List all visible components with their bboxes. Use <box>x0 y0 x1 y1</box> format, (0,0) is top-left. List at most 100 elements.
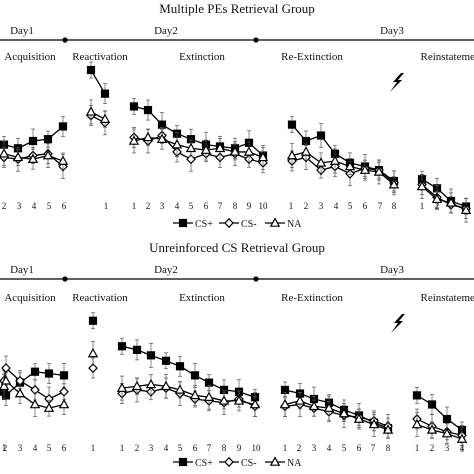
chart-title: Unreinforced CS Retrieval Group <box>149 240 325 255</box>
x-tick-label: 4 <box>164 443 169 453</box>
legend-label: CS+ <box>195 458 213 469</box>
series-line <box>121 383 256 406</box>
day-label: Day1 <box>10 264 34 276</box>
data-point <box>157 120 167 129</box>
data-point <box>44 369 54 378</box>
data-point <box>442 414 452 424</box>
data-point <box>100 89 110 98</box>
data-point <box>229 146 241 156</box>
phase-label: Reinstatement <box>421 51 474 63</box>
data-point <box>142 131 154 142</box>
x-tick-label: 1 <box>283 443 288 453</box>
day-label: Day3 <box>380 25 404 37</box>
x-tick-label: 5 <box>189 201 194 211</box>
data-point <box>218 395 230 405</box>
x-tick-label: 5 <box>47 201 52 211</box>
data-point <box>14 387 26 398</box>
x-tick-label: 2 <box>135 443 140 453</box>
legend-label: NA <box>287 458 302 469</box>
data-point <box>190 371 200 380</box>
x-tick-label: 6 <box>363 201 368 211</box>
x-tick-label: 10 <box>252 443 262 453</box>
legend-marker <box>269 217 281 227</box>
data-point <box>368 418 380 429</box>
legend-marker <box>178 218 188 228</box>
data-point <box>257 151 269 162</box>
data-point <box>308 400 320 411</box>
x-tick-label: 9 <box>247 201 252 211</box>
data-point <box>28 136 38 146</box>
day-label: Day2 <box>154 25 178 37</box>
x-tick-label: 4 <box>175 201 180 211</box>
x-tick-label: 1 <box>415 443 420 453</box>
data-point <box>249 398 261 409</box>
phase-label: Acquisition <box>4 51 56 63</box>
data-point <box>175 362 185 371</box>
data-point <box>85 106 97 116</box>
data-point <box>203 391 215 401</box>
data-point <box>171 138 183 149</box>
x-tick-label: 2 <box>2 201 7 211</box>
data-point <box>189 389 201 400</box>
data-point <box>316 131 326 140</box>
x-tick-label: 5 <box>348 201 353 211</box>
data-point <box>416 180 428 191</box>
x-tick-label: 5 <box>342 443 347 453</box>
data-point <box>88 363 98 374</box>
data-point <box>128 135 140 145</box>
data-point <box>42 149 54 160</box>
x-tick-label: 2 <box>304 201 309 211</box>
phase-label: Re-Extinction <box>281 51 343 63</box>
data-point <box>156 133 168 143</box>
x-tick-label: 3 <box>312 443 317 453</box>
x-tick-label: 6 <box>204 201 209 211</box>
data-point <box>323 402 335 412</box>
data-point <box>427 400 437 409</box>
legend-label: CS- <box>241 219 257 230</box>
data-point <box>1 363 11 374</box>
x-tick-label: 7 <box>378 201 383 211</box>
data-point <box>1 391 11 400</box>
legend-marker <box>224 217 234 229</box>
legend-marker <box>178 457 188 467</box>
data-point <box>243 146 255 156</box>
phase-label: Extinction <box>179 51 225 63</box>
x-tick-label: 2 <box>146 201 151 211</box>
series-line <box>416 394 463 431</box>
data-point <box>29 398 41 409</box>
series-line <box>121 345 256 398</box>
data-point <box>315 157 327 167</box>
phase-label: Reinstatement <box>421 292 474 304</box>
data-point <box>431 193 443 204</box>
series-line <box>421 186 467 211</box>
x-tick-label: 3 <box>17 201 22 211</box>
x-tick-label: 2 <box>430 443 435 453</box>
data-point <box>445 197 457 207</box>
x-tick-label: 6 <box>62 443 67 453</box>
day-divider-dot-2 <box>253 37 259 43</box>
day-label: Day2 <box>154 264 178 276</box>
data-point <box>200 144 212 154</box>
phase-label: Extinction <box>179 292 225 304</box>
x-tick-label: 3 <box>18 443 23 453</box>
data-point <box>12 151 24 162</box>
x-tick-label: 1 <box>120 443 125 453</box>
data-point <box>161 356 171 365</box>
x-tick-label: 7 <box>207 443 212 453</box>
day-divider-dot-1 <box>62 37 68 43</box>
data-point <box>301 136 311 146</box>
x-tick-label: 5 <box>178 443 183 453</box>
data-point <box>287 120 297 129</box>
day-divider-dot-1 <box>62 276 68 282</box>
x-tick-label: 1 <box>91 443 96 453</box>
legend: CS+ CS- NA <box>173 217 302 230</box>
phase-label: Reactivation <box>72 51 128 63</box>
x-tick-label: 1 <box>104 201 109 211</box>
x-tick-label: 1 <box>420 201 425 211</box>
data-point <box>426 424 438 434</box>
data-point <box>456 433 468 443</box>
data-point <box>145 378 157 389</box>
legend-label: NA <box>287 219 302 230</box>
x-tick-label: 1 <box>2 443 7 453</box>
